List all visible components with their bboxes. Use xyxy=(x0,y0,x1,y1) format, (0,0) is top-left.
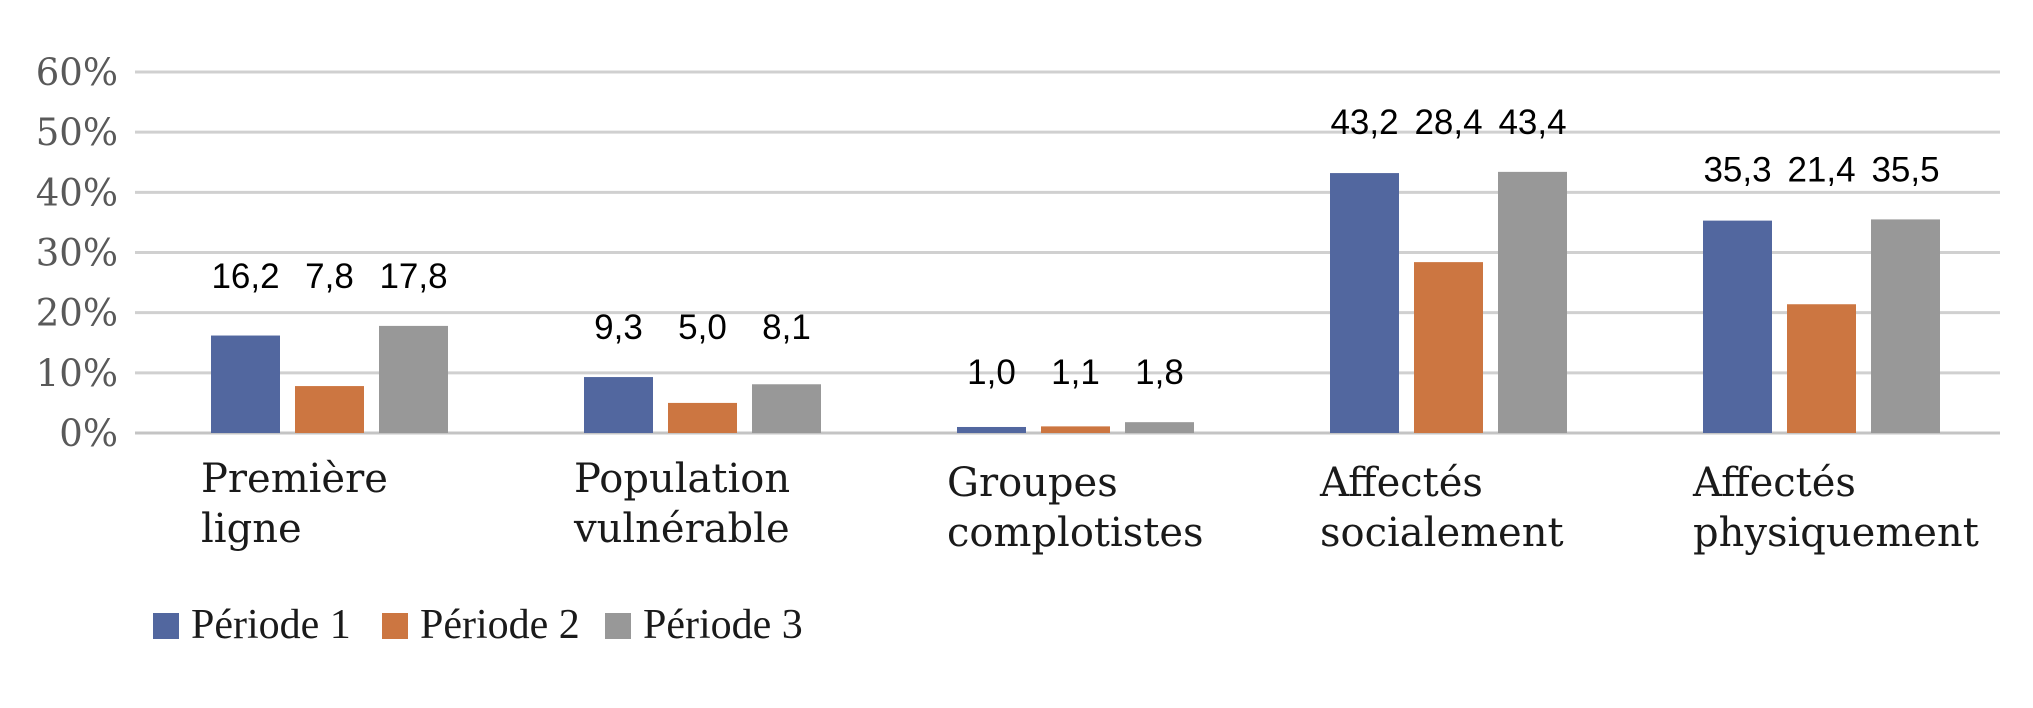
bar xyxy=(1414,262,1483,433)
legend: Période 1 Période 2 Période 3 xyxy=(153,602,803,648)
data-label: 16,2 xyxy=(211,257,279,296)
data-label: 35,5 xyxy=(1871,150,1939,189)
data-label: 1,1 xyxy=(1051,353,1100,392)
bar xyxy=(379,325,448,433)
legend-swatch xyxy=(605,613,631,639)
y-tick-label: 30% xyxy=(36,232,118,275)
bar xyxy=(295,386,364,433)
legend-label: Période 2 xyxy=(420,602,580,648)
y-tick-label: 40% xyxy=(36,171,118,214)
data-label: 28,4 xyxy=(1414,103,1482,142)
category-labels: Première ligne Population vulnérable Groupes… xyxy=(201,456,1979,556)
y-tick-label: 50% xyxy=(36,111,118,154)
category-label: Affectés socialement xyxy=(1319,460,1564,556)
data-label: 5,0 xyxy=(678,308,727,347)
bar xyxy=(1703,220,1772,433)
data-label: 43,4 xyxy=(1498,103,1566,142)
data-label: 1,8 xyxy=(1135,353,1184,392)
category-label: Affectés physiquement xyxy=(1692,460,1979,556)
bars xyxy=(211,171,1940,434)
bar xyxy=(211,335,280,433)
bar xyxy=(584,377,653,433)
data-label: 21,4 xyxy=(1787,150,1855,189)
y-tick-label: 20% xyxy=(36,292,118,335)
bar xyxy=(1787,304,1856,433)
legend-label: Période 3 xyxy=(643,602,803,648)
bar xyxy=(1498,171,1567,434)
y-tick-label: 10% xyxy=(36,352,118,395)
data-label: 43,2 xyxy=(1330,103,1398,142)
y-tick-label: 60% xyxy=(36,51,118,94)
bar xyxy=(957,426,1026,433)
data-labels: 16,2 7,8 17,8 9,3 5,0 8,1 1,0 1,1 1,8 43,2 28,4 43,… xyxy=(211,103,1939,392)
bar xyxy=(1871,219,1940,433)
bar xyxy=(1041,426,1110,433)
bar xyxy=(668,402,737,433)
data-label: 17,8 xyxy=(379,257,447,296)
data-label: 8,1 xyxy=(762,308,811,347)
bar xyxy=(752,384,821,433)
data-label: 1,0 xyxy=(967,353,1016,392)
data-label: 35,3 xyxy=(1703,150,1771,189)
data-label: 7,8 xyxy=(305,257,354,296)
y-axis-ticks: 0% 10% 20% 30% 40% 50% 60% xyxy=(36,51,118,455)
y-tick-label: 0% xyxy=(59,412,118,455)
data-label: 9,3 xyxy=(594,308,643,347)
bar xyxy=(1125,422,1194,433)
category-label: Première ligne xyxy=(201,456,388,552)
legend-swatch xyxy=(382,613,408,639)
bar xyxy=(1330,173,1399,433)
category-label: Groupes complotistes xyxy=(947,460,1204,556)
legend-label: Période 1 xyxy=(191,602,351,648)
legend-swatch xyxy=(153,613,179,639)
category-label: Population vulnérable xyxy=(573,456,790,552)
